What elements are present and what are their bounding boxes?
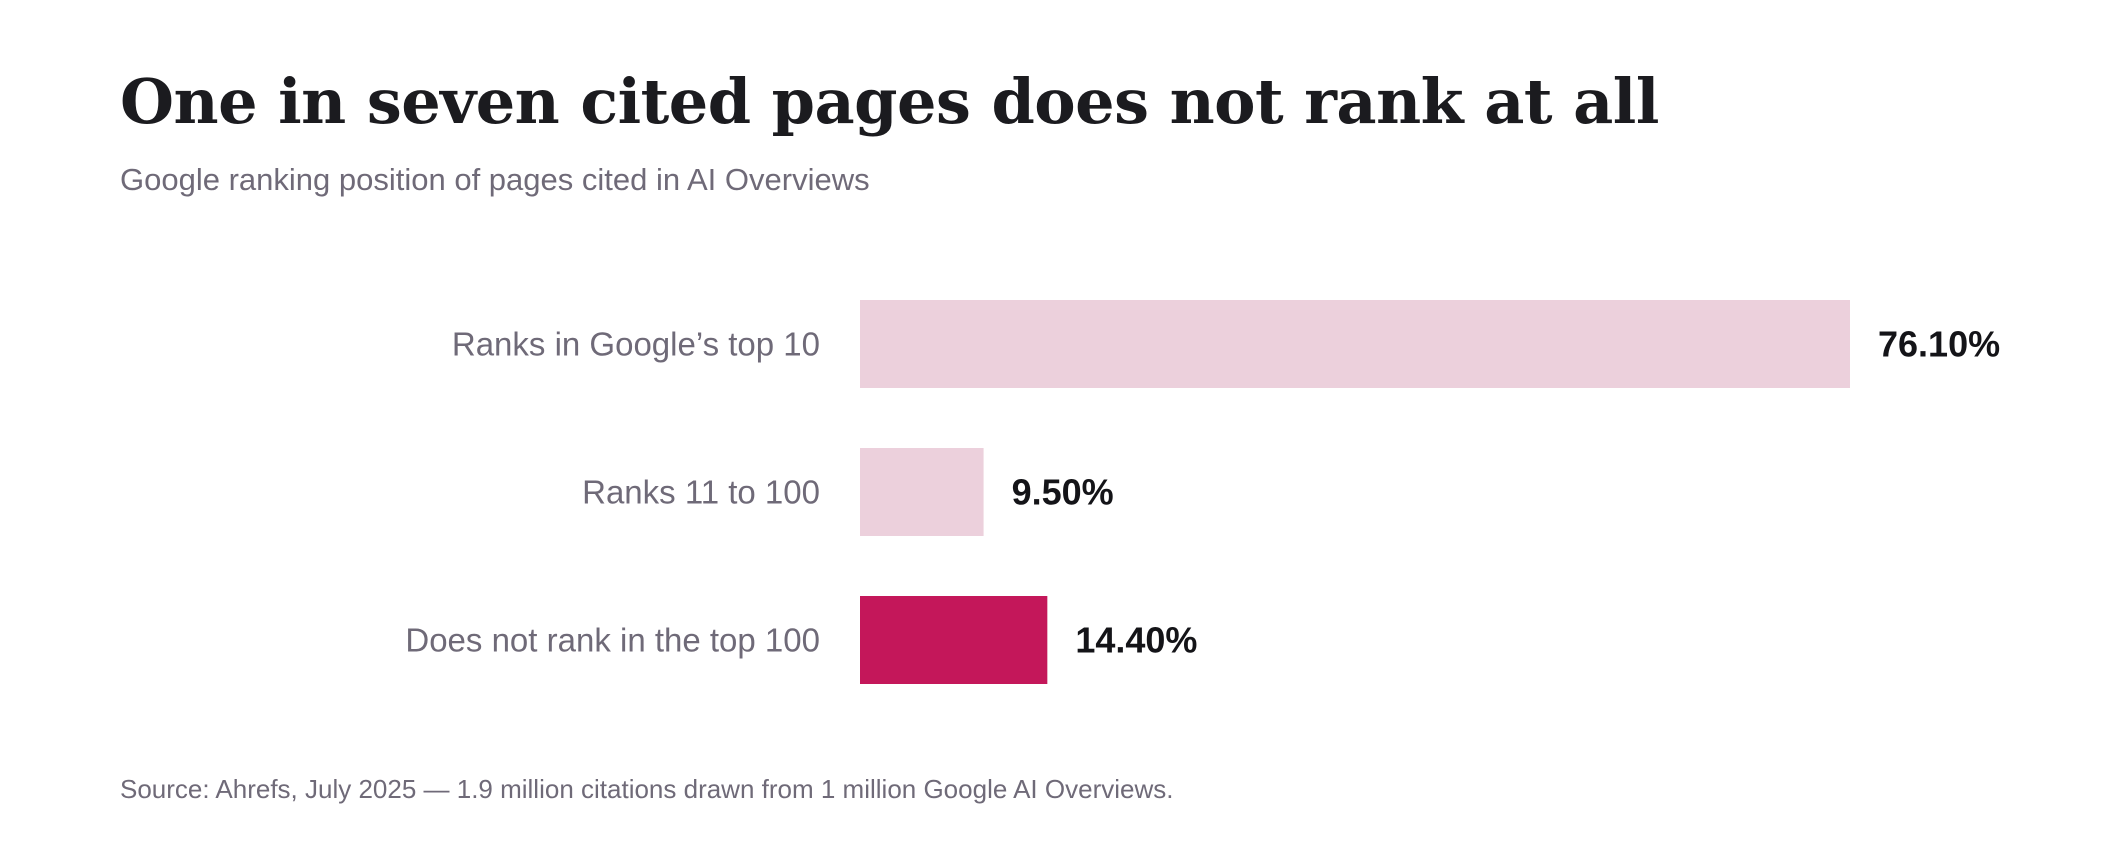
value-label: 14.40%	[1075, 620, 1197, 661]
chart-title: One in seven cited pages does not rank a…	[120, 65, 1659, 138]
value-label: 9.50%	[1012, 472, 1114, 513]
chart-subtitle: Google ranking position of pages cited i…	[120, 162, 870, 197]
value-label: 76.10%	[1878, 324, 2000, 365]
bar	[860, 448, 984, 536]
source-note: Source: Ahrefs, July 2025 — 1.9 million …	[120, 774, 1174, 804]
bar	[860, 300, 1850, 388]
category-label: Ranks 11 to 100	[582, 474, 820, 511]
bar-chart: Ranks in Google’s top 10 76.10% Ranks 11 t…	[405, 300, 2000, 684]
category-label: Does not rank in the top 100	[405, 622, 820, 659]
bar	[860, 596, 1048, 684]
category-label: Ranks in Google’s top 10	[452, 326, 820, 363]
